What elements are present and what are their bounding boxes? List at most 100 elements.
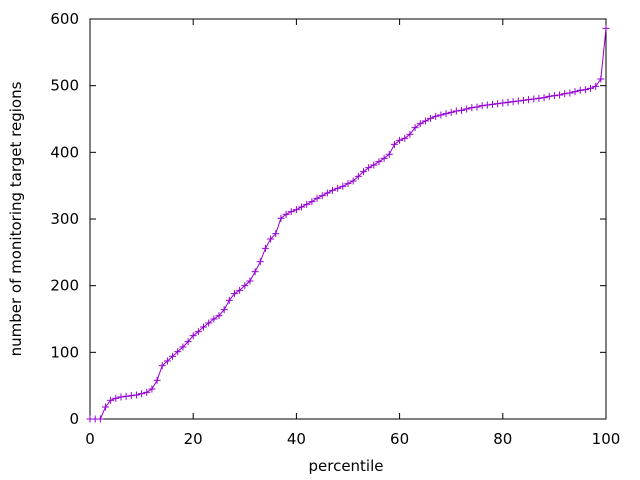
x-tick-label: 60 — [390, 430, 409, 448]
data-point-marker — [277, 214, 285, 222]
data-point-marker — [261, 244, 269, 252]
data-point-marker — [225, 296, 233, 304]
data-point-marker — [509, 98, 517, 106]
data-point-marker — [339, 182, 347, 190]
data-point-marker — [385, 150, 393, 158]
data-point-marker — [525, 96, 533, 104]
x-tick-label: 100 — [592, 430, 621, 448]
data-point-marker — [323, 189, 331, 197]
x-axis-label: percentile — [308, 457, 383, 475]
data-point-marker — [483, 101, 491, 109]
data-point-marker — [298, 203, 306, 211]
data-point-marker — [292, 206, 300, 214]
x-tick-label: 80 — [493, 430, 512, 448]
data-point-marker — [220, 306, 228, 314]
data-point-marker — [282, 210, 290, 218]
data-point-marker — [163, 357, 171, 365]
data-point-marker — [437, 111, 445, 119]
data-point-marker — [411, 124, 419, 132]
data-point-marker — [329, 186, 337, 194]
data-point-marker — [127, 392, 135, 400]
data-point-marker — [148, 385, 156, 393]
x-tick-label: 40 — [287, 430, 306, 448]
y-tick-label: 200 — [50, 277, 79, 295]
data-point-marker — [550, 92, 558, 100]
data-point-marker — [442, 110, 450, 118]
data-point-marker — [401, 134, 409, 142]
data-point-marker — [101, 403, 109, 411]
x-tick-label: 20 — [184, 430, 203, 448]
data-point-marker — [200, 323, 208, 331]
data-point-marker — [194, 328, 202, 336]
data-point-marker — [308, 198, 316, 206]
data-point-marker — [494, 100, 502, 108]
data-point-marker — [432, 112, 440, 120]
data-point-marker — [132, 391, 140, 399]
data-point-marker — [561, 90, 569, 98]
data-point-marker — [416, 120, 424, 128]
y-tick-label: 600 — [50, 10, 79, 28]
data-point-marker — [597, 75, 605, 83]
data-point-marker — [602, 24, 610, 32]
y-axis-ticks: 0 100 200 300 400 500 600 — [50, 10, 606, 428]
data-point-marker — [581, 86, 589, 94]
y-tick-label: 400 — [50, 143, 79, 161]
data-point-marker — [112, 394, 120, 402]
x-axis-ticks: 0 20 40 60 80 100 — [85, 19, 620, 448]
data-point-marker — [96, 415, 104, 423]
data-point-marker — [174, 348, 182, 356]
data-point-marker — [117, 393, 125, 401]
data-point-marker — [370, 161, 378, 169]
data-point-marker — [540, 94, 548, 102]
data-point-marker — [287, 208, 295, 216]
data-point-marker — [272, 230, 280, 238]
data-point-marker — [189, 332, 197, 340]
data-point-marker — [256, 258, 264, 266]
data-point-marker — [406, 130, 414, 138]
data-point-marker — [365, 164, 373, 172]
y-tick-label: 300 — [50, 210, 79, 228]
data-point-marker — [545, 92, 553, 100]
data-point-marker — [354, 172, 362, 180]
x-tick-label: 0 — [85, 430, 95, 448]
data-point-marker — [458, 106, 466, 114]
data-point-marker — [447, 108, 455, 116]
data-point-marker — [205, 319, 213, 327]
data-point-marker — [210, 315, 218, 323]
data-point-marker — [153, 376, 161, 384]
data-point-marker — [380, 154, 388, 162]
data-point-marker — [530, 95, 538, 103]
data-point-marker — [587, 84, 595, 92]
data-point-marker — [421, 117, 429, 125]
data-point-marker — [359, 168, 367, 176]
data-point-marker — [246, 277, 254, 285]
y-axis-label: number of monitoring target regions — [7, 81, 25, 356]
data-point-marker — [230, 290, 238, 298]
data-point-marker — [375, 158, 383, 166]
data-point-marker — [514, 97, 522, 105]
data-point-marker — [236, 286, 244, 294]
data-point-marker — [303, 200, 311, 208]
data-point-marker — [184, 338, 192, 346]
data-point-marker — [251, 268, 259, 276]
data-point-marker — [571, 88, 579, 96]
y-tick-label: 100 — [50, 343, 79, 361]
data-point-marker — [349, 177, 357, 185]
data-point-marker — [158, 362, 166, 370]
data-point-marker — [390, 140, 398, 148]
y-tick-label: 500 — [50, 77, 79, 95]
data-point-marker — [478, 102, 486, 110]
data-point-marker — [488, 100, 496, 108]
data-point-marker — [535, 94, 543, 102]
y-tick-label: 0 — [69, 410, 79, 428]
data-point-marker — [556, 91, 564, 99]
data-point-marker — [427, 114, 435, 122]
data-point-marker — [452, 107, 460, 115]
data-point-marker — [473, 103, 481, 111]
data-point-marker — [396, 136, 404, 144]
data-point-marker — [179, 343, 187, 351]
data-point-marker — [463, 105, 471, 113]
data-point-marker — [468, 104, 476, 112]
